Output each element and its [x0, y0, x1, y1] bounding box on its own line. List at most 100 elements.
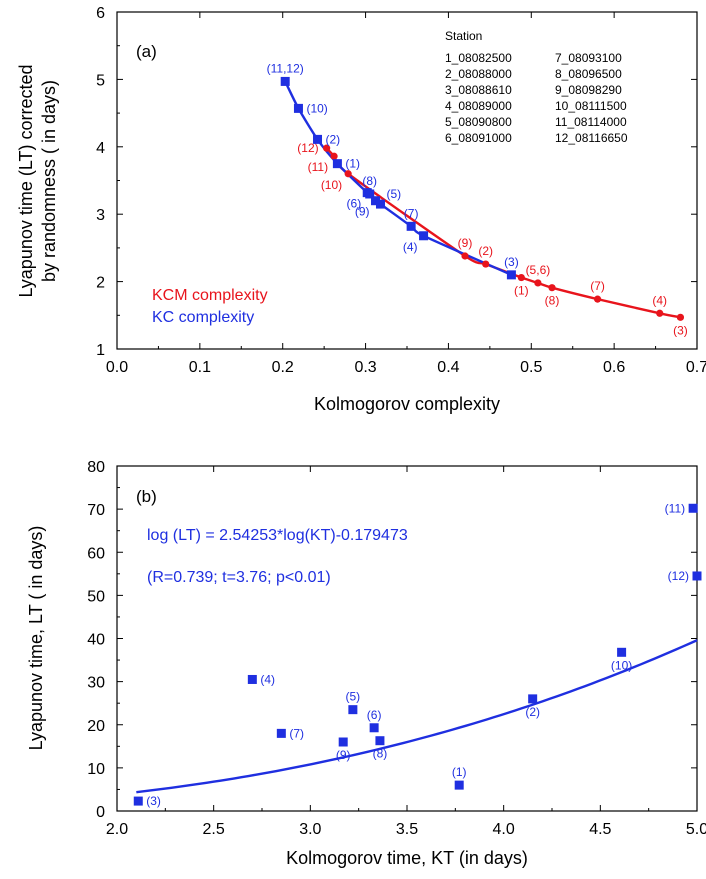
panel-a-x-tick-label: 0.6 [603, 359, 625, 376]
panel-a-kc-point-label-3: (1) [345, 157, 360, 171]
panel-b-y-tick-label: 40 [87, 632, 105, 649]
panel-a-kc-point-label-4: (6) [347, 197, 362, 211]
panel-b-x-tick-label: 2.5 [203, 821, 225, 838]
panel-b-point [133, 796, 143, 806]
panel-b-x-tick-label: 2.0 [106, 821, 128, 838]
panel-b-point-label-2: (7) [289, 726, 304, 740]
panel-a-series-line-kcm [325, 147, 681, 319]
station-entry: 5_08090800 [445, 115, 512, 129]
panel-b-y-tick-label: 20 [87, 718, 105, 735]
panel-b-point [348, 705, 358, 715]
panel-a-kc-point [406, 221, 416, 231]
panel-a-kcm-point-label-1: (11) [308, 160, 328, 174]
station-entry: 9_08098290 [555, 83, 622, 97]
station-entry: 7_08093100 [555, 51, 622, 65]
panel-b-x-tick-label: 4.5 [589, 821, 611, 838]
panel-b-point [338, 737, 348, 747]
panel-a-y-tick-label: 2 [96, 275, 105, 292]
station-entry: 6_08091000 [445, 131, 512, 145]
panel-a-kc-point-label-9: (4) [403, 240, 418, 254]
panel-b-point-label-5: (6) [367, 708, 382, 722]
panel-a-kcm-point-label-6: (5,6) [526, 263, 551, 277]
panel-b-point [369, 723, 379, 733]
panel-a-x-tick-label: 0.1 [189, 359, 211, 376]
station-entry: 8_08096500 [555, 67, 622, 81]
panel-b-x-tick-label: 5.0 [686, 821, 706, 838]
panel-b-point [528, 694, 538, 704]
panel-a-kcm-point [517, 273, 525, 282]
panel-a-kcm-point [330, 152, 338, 160]
panel-b-point-label-3: (9) [336, 748, 351, 762]
panel-a-kcm-point-label-0: (12) [297, 141, 318, 155]
panel-b-point-label-4: (5) [346, 690, 361, 704]
panel-a-kcm-point [656, 309, 664, 317]
panel-b-point [247, 674, 257, 684]
panel-a-ticks: 0.0 0.1 0.2 0.3 0.4 0.5 0.6 0.7 1 2 3 4 5 6 [96, 5, 706, 376]
panel-b-label: (b) [136, 487, 157, 506]
panel-b-point-label-11: (12) [668, 569, 689, 583]
station-entry: 11_08114000 [555, 115, 627, 129]
panel-a-kc-point [375, 199, 385, 209]
panel-a-x-tick-label: 0.3 [354, 359, 376, 376]
panel-b-point-label-10: (11) [665, 501, 685, 515]
panel-a-kcm-point [593, 295, 602, 303]
panel-b-y-tick-label: 0 [96, 804, 105, 821]
panel-a-x-tick-label: 0.7 [686, 359, 706, 376]
panel-b-point-label-7: (1) [452, 765, 467, 779]
panel-b-fit [136, 639, 698, 794]
panel-a-kcm-point [323, 144, 331, 152]
panel-b-plot-frame [116, 465, 698, 812]
panel-a-x-tick-label: 0.5 [520, 359, 542, 376]
panel-a-y-tick-label: 6 [96, 5, 105, 22]
panel-b-point [617, 647, 627, 657]
panel-b-point [692, 571, 702, 581]
panel-b-y-tick-label: 30 [87, 675, 105, 692]
panel-a-y-tick-label: 1 [96, 342, 105, 359]
panel-b-y-tick-label: 50 [87, 588, 105, 605]
panel-a-y-tick-label: 4 [96, 140, 105, 157]
panel-b-fit-line [136, 639, 698, 794]
panel-a-kc-point-label-0: (11,12) [267, 61, 304, 75]
panel-b-chart: 2.0 2.5 3.0 3.5 4.0 4.5 5.0 0 10 20 30 40 50 60 70 80 (… [26, 459, 706, 868]
panel-b-point [454, 780, 464, 790]
panel-a-kcm-point [548, 284, 556, 292]
legend-kc-complexity: KC complexity [152, 309, 254, 326]
panel-a-kcm-point-label-5: (1) [514, 284, 529, 298]
station-entry: 2_08088000 [445, 67, 512, 81]
panel-a-kc-point-label-8: (7) [404, 206, 419, 220]
panel-a-kc-point [332, 159, 342, 169]
panel-a-kcm-point [482, 260, 490, 268]
panel-a-kc-point-label-2: (2) [326, 132, 341, 146]
panel-a-x-tick-label: 0.4 [437, 359, 459, 376]
panel-a-x-tick-label: 0.2 [272, 359, 294, 376]
station-entry: 10_08111500 [555, 99, 627, 113]
panel-b-point [276, 728, 286, 738]
panel-b-x-tick-label: 3.5 [396, 821, 418, 838]
panel-a-kcm-point [676, 313, 685, 321]
station-entry: 1_08082500 [445, 51, 512, 65]
panel-a-kcm-point-label-10: (3) [673, 323, 688, 337]
panel-a-kc-point [506, 270, 516, 280]
panel-b-point-label-8: (2) [525, 705, 540, 719]
panel-b-y-tick-label: 80 [87, 459, 105, 476]
panel-a-kcm-point-label-8: (7) [590, 279, 605, 293]
station-entry: 4_08089000 [445, 99, 512, 113]
station-table-title: Station [445, 29, 482, 43]
panel-a-kc-point-label-5: (8) [362, 174, 377, 188]
panel-a-y-axis-label-line1: Lyapunov time (LT) corrected [16, 64, 36, 297]
panel-a-points: (12) (11) (10) (9) (2) (1) (5,6) (8) (7) (4) (3) (1… [267, 61, 688, 337]
panel-b-x-axis-label: Kolmogorov time, KT (in days) [286, 848, 528, 868]
station-entry: 12_08116650 [555, 131, 628, 145]
panel-a-x-axis-label: Kolmogorov complexity [314, 394, 500, 414]
panel-b-x-tick-label: 4.0 [493, 821, 515, 838]
panel-b-y-tick-label: 10 [87, 761, 105, 778]
panel-b-points: (3) (4) (7) (9) (5) (6) (8) (1) (2) (10) (11) (12) [133, 501, 702, 808]
panel-b-ticks: 2.0 2.5 3.0 3.5 4.0 4.5 5.0 0 10 20 30 40 50 60 70 80 [87, 459, 706, 838]
panel-a-kc-point [419, 231, 429, 241]
panel-b-point-label-0: (3) [146, 794, 161, 808]
regression-equation: log (LT) = 2.54253*log(KT)-0.179473 [147, 527, 408, 544]
panel-a-y-axis-label-line2: by randomness ( in days) [39, 80, 59, 282]
panel-a-kc-point [280, 76, 290, 86]
